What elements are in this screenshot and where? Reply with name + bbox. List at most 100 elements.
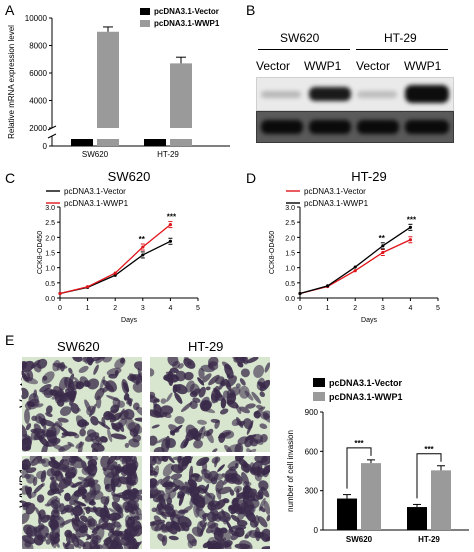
stained-cell [150,391,156,399]
stained-cell [189,482,196,492]
stained-cell [127,480,137,486]
stained-cell [201,425,206,439]
significance-bracket [416,453,442,499]
stained-cell [165,371,178,378]
stained-cell [233,357,245,363]
stained-cell [86,405,96,416]
series-line [59,224,171,295]
bar [407,507,427,530]
stained-cell [46,426,57,438]
stained-cell [245,403,256,409]
stained-cell [199,520,206,528]
stained-cell [256,404,264,410]
stained-cell [72,505,83,517]
x-tick-label: SW620 [346,535,373,544]
panel-letter-a: A [5,2,15,18]
blot-lane-label-1: Vector [256,59,291,73]
stained-cell [36,470,46,480]
blot-strip-loading-control [256,111,454,143]
stained-cell [253,364,265,378]
panel-c-line-chart: SW620 0.0 0.5 1.0 1.5 2.0 2.5 3.0 0 1 2 3 4 5 Days CCK8… [37,169,200,324]
stained-cell [57,417,69,423]
stained-cell [37,523,45,530]
stained-cell [231,418,241,427]
stained-cell [86,429,97,438]
stained-cell [250,466,264,476]
panel-d-line-chart: HT-29 0.0 0.5 1.0 1.5 2.0 2.5 3.0 0 1 2 3 4 5 Days CCK8… [269,169,440,324]
blot-group-label-ht29: HT-29 [384,31,417,45]
stained-cell [50,541,57,549]
stained-cell [112,465,128,473]
stained-cell [87,515,96,531]
stained-cell [242,461,250,474]
stained-cell [52,359,61,372]
stained-cell [226,373,231,379]
stained-cell [207,470,219,482]
stained-cell [22,535,36,545]
data-point [353,269,357,273]
y-tick-label: 0.5 [285,281,295,288]
stained-cell [84,467,94,472]
stained-cell [70,403,80,414]
x-tick-label: 0 [58,305,62,312]
blot-lane-label-2: WWP1 [304,59,342,73]
stained-cell [103,495,110,508]
stained-cell [128,422,142,435]
stained-cell [132,434,142,443]
x-tick-label: 5 [196,305,200,312]
stained-cell [177,456,182,464]
stained-cell [244,534,249,539]
x-tick-label: 5 [436,305,440,312]
stained-cell [110,539,119,549]
stained-cell [103,468,116,479]
stained-cell [230,531,240,541]
y-tick-label: 2.5 [285,220,295,227]
stained-cell [90,490,104,500]
stained-cell [217,464,225,473]
stained-cell [99,436,108,443]
stained-cell [259,423,268,429]
stained-cell [235,404,242,415]
legend-label: pcDNA3.1-Vector [154,7,219,16]
stained-cell [75,441,85,449]
stained-cell [231,525,247,531]
stained-cell [38,509,46,520]
stained-cell [195,507,207,520]
blot-lane-label-3: Vector [356,59,391,73]
stained-cell [156,437,168,444]
y-axis-title: Relative mRNA expression level [7,25,16,139]
stained-cell [26,486,32,496]
blot-group-label-sw620: SW620 [280,31,320,45]
stained-cell [239,378,246,386]
stained-cell [153,515,162,523]
chart-title: SW620 [108,169,151,184]
stained-cell [106,522,114,533]
x-tick-label: HT-29 [418,535,440,544]
band-loading-lane1 [261,120,303,134]
stained-cell [177,515,192,528]
stained-cell [240,368,250,378]
stained-cell [260,456,270,466]
y-tick-label: 1.5 [45,251,55,258]
significance-bracket [346,447,372,489]
x-tick-label: 4 [168,305,172,312]
stained-cell [25,467,37,474]
stained-cell [221,508,226,518]
stained-cell [123,408,135,420]
stained-cell [27,398,40,410]
stained-cell [201,396,210,406]
stained-cell [155,505,165,516]
x-tick-label: 2 [113,305,117,312]
stained-cell [58,444,72,452]
legend-swatch [140,20,150,27]
stained-cell [214,419,220,429]
stained-cell [22,369,29,382]
stained-cell [162,481,175,488]
stained-cell [183,439,189,448]
stained-cell [27,369,34,382]
stained-cell [88,498,95,505]
stained-cell [215,479,224,493]
series-line [299,226,411,295]
stained-cell [67,441,75,447]
stained-cell [166,497,173,506]
